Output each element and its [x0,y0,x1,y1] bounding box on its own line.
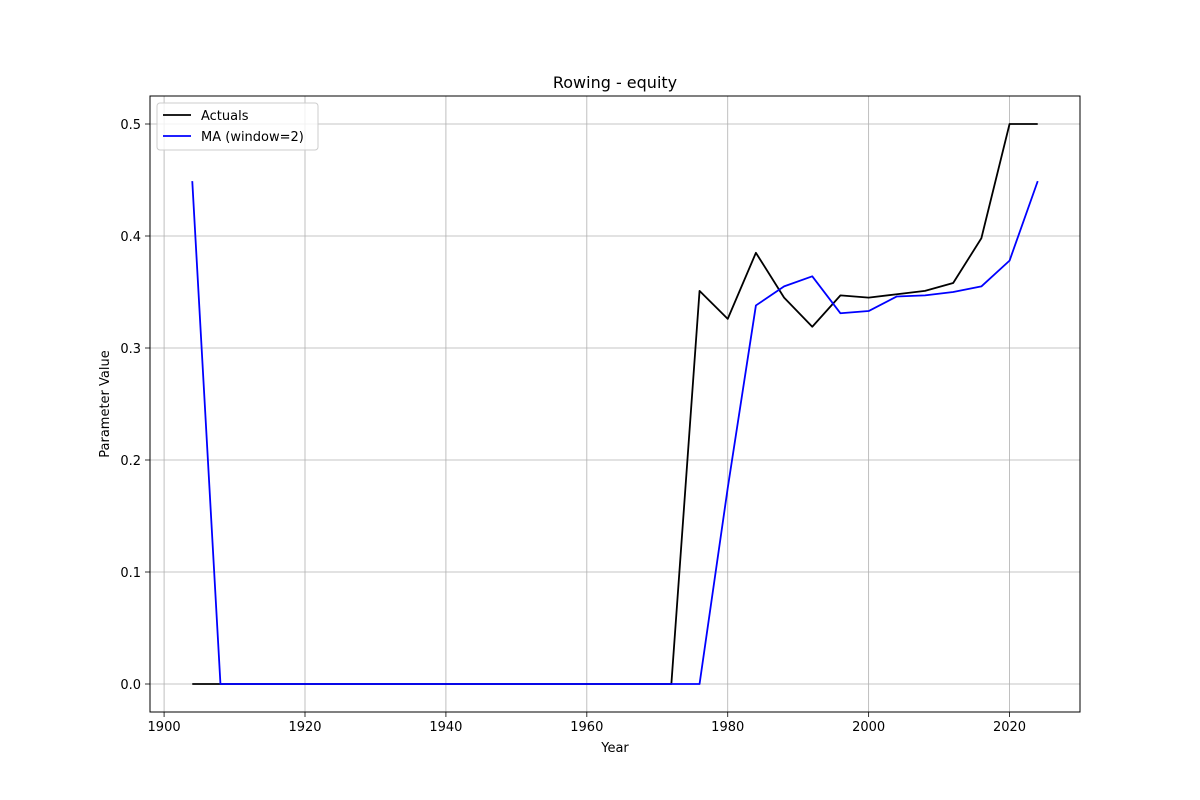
x-tick-label: 2000 [852,720,885,735]
x-tick-label: 2020 [993,720,1026,735]
x-axis-label: Year [600,741,629,756]
y-tick-label: 0.4 [120,230,141,245]
y-tick-label: 0.5 [120,118,141,133]
x-axis: 1900 1920 1940 1960 1980 2000 2020 [148,712,1026,735]
series-line-1 [191,180,1039,685]
y-tick-label: 0.2 [120,454,141,469]
plot-frame [149,95,1081,713]
x-tick-label: 1960 [570,720,603,735]
y-axis-label: Parameter Value [98,350,113,457]
x-tick-label: 1920 [288,720,321,735]
legend-label-0: Actuals [201,109,249,124]
y-tick-label: 0.1 [120,566,141,581]
legend: Actuals MA (window=2) [156,102,319,151]
legend-label-1: MA (window=2) [201,130,304,145]
y-axis: 0.0 0.1 0.2 0.3 0.4 0.5 [120,118,150,693]
chart-title: Rowing - equity [553,73,677,92]
x-tick-label: 1900 [148,720,181,735]
y-tick-label: 0.3 [120,342,141,357]
legend-box [156,102,319,151]
x-tick-label: 1980 [711,720,744,735]
series-layer [191,123,1039,685]
x-tick-label: 1940 [429,720,462,735]
y-tick-label: 0.0 [120,678,141,693]
